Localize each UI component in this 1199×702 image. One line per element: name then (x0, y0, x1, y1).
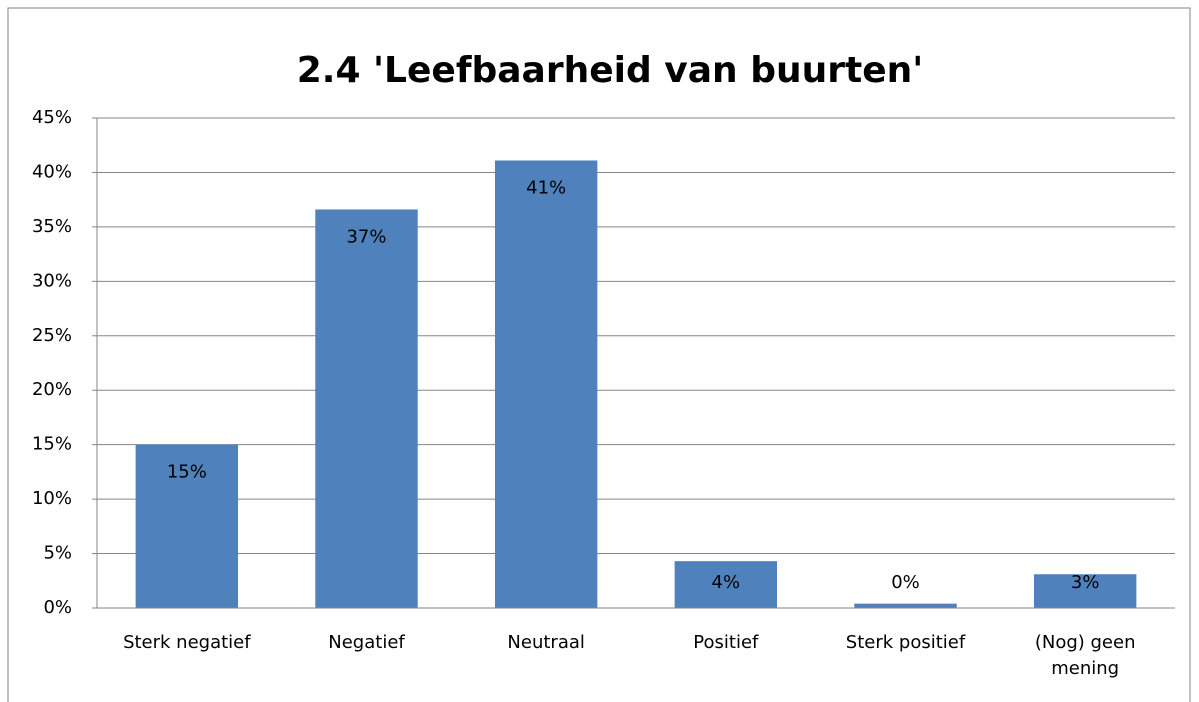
data-label: 37% (346, 226, 386, 247)
y-tick-label: 5% (43, 543, 72, 564)
y-tick-label: 25% (32, 325, 72, 346)
x-tick-label: Positief (693, 632, 759, 653)
data-label: 4% (712, 572, 741, 593)
y-tick-label: 0% (43, 597, 72, 618)
y-tick-label: 35% (32, 216, 72, 237)
y-tick-label: 20% (32, 379, 72, 400)
data-label: 3% (1071, 572, 1100, 593)
x-tick-label: Negatief (328, 632, 405, 653)
data-label: 41% (526, 177, 566, 198)
data-label: 0% (891, 572, 920, 593)
bar (135, 444, 239, 608)
bar (854, 603, 957, 608)
bar (1033, 574, 1137, 608)
x-tick-label: (Nog) geen mening (1034, 632, 1136, 679)
x-tick-label: Neutraal (507, 632, 585, 653)
y-tick-label: 40% (32, 161, 72, 182)
bar (494, 160, 598, 608)
x-tick-label: Sterk negatief (123, 632, 251, 653)
y-tick-label: 30% (32, 270, 72, 291)
y-tick-label: 10% (32, 488, 72, 509)
chart-title: 2.4 'Leefbaarheid van buurten' (297, 50, 924, 91)
bar (674, 561, 778, 608)
data-label: 15% (167, 462, 207, 483)
x-tick-label: Sterk positief (845, 632, 966, 653)
y-tick-label: 45% (32, 107, 72, 128)
bar (315, 209, 418, 608)
y-tick-label: 15% (32, 434, 72, 455)
